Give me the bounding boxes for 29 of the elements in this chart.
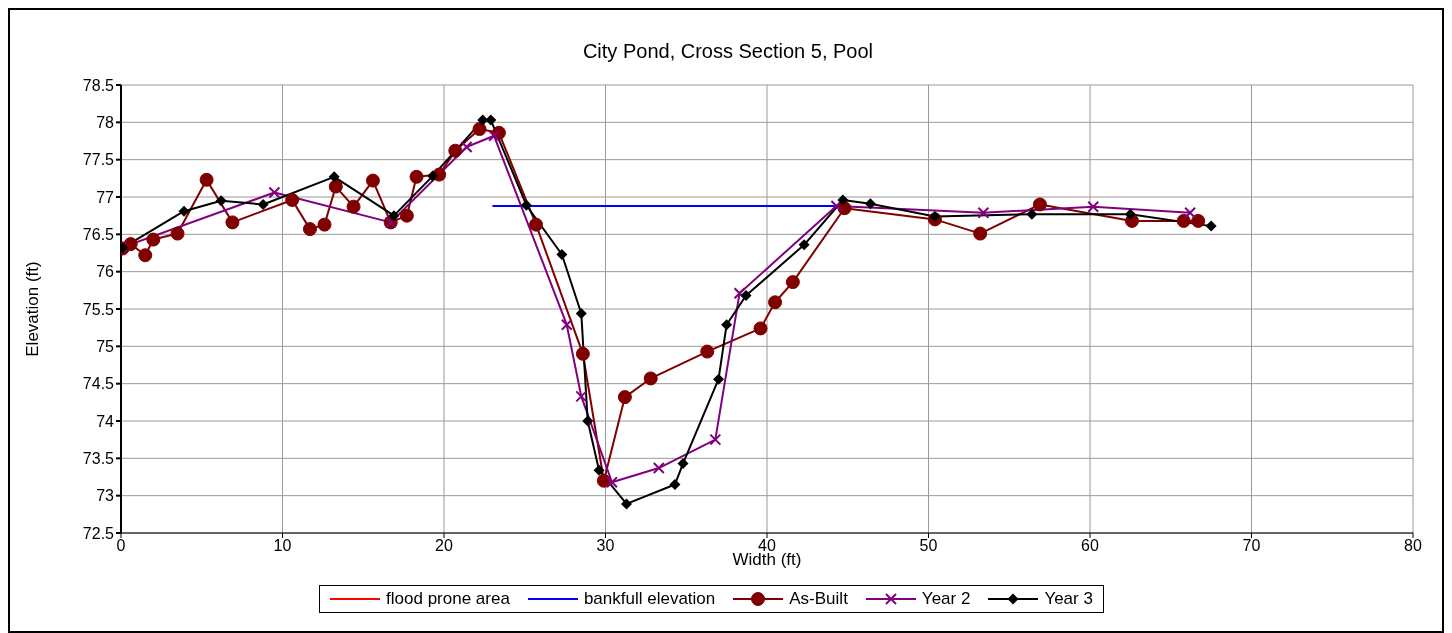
y-tick-label: 75.5 [82, 300, 115, 318]
y-tick-label: 78.5 [82, 76, 115, 94]
y-axis-title: Elevation (ft) [23, 261, 43, 357]
x-tick-label: 80 [1404, 537, 1422, 555]
y-tick-label: 72.5 [82, 524, 115, 542]
y-tick-label: 74 [96, 412, 115, 430]
y-tick-label: 77.5 [82, 151, 115, 169]
x-tick-label: 70 [1242, 537, 1261, 555]
x-tick-label: 0 [116, 537, 126, 555]
legend-label: Year 2 [921, 589, 971, 609]
x-axis-title: Width (ft) [732, 550, 802, 569]
y-tick-label: 73 [96, 487, 115, 505]
y-tick-label: 77 [96, 188, 115, 206]
y-tick-label: 76.5 [82, 226, 115, 244]
legend-label: flood prone area [386, 589, 510, 609]
y-tick-label: 73.5 [82, 450, 115, 468]
x-tick-label: 50 [919, 537, 938, 555]
x-tick-label: 20 [435, 537, 453, 555]
legend-label: As-Built [789, 589, 848, 609]
y-tick-label: 74.5 [82, 375, 115, 393]
legend-label: bankfull elevation [583, 589, 716, 609]
x-tick-label: 30 [596, 537, 615, 555]
x-tick-label: 60 [1081, 537, 1099, 555]
chart-title: City Pond, Cross Section 5, Pool [581, 40, 875, 63]
legend-label: Year 3 [1044, 589, 1093, 609]
x-tick-label: 10 [273, 537, 292, 555]
y-tick-label: 76 [96, 263, 115, 281]
y-tick-label: 75 [96, 338, 115, 356]
y-tick-label: 78 [96, 114, 115, 132]
